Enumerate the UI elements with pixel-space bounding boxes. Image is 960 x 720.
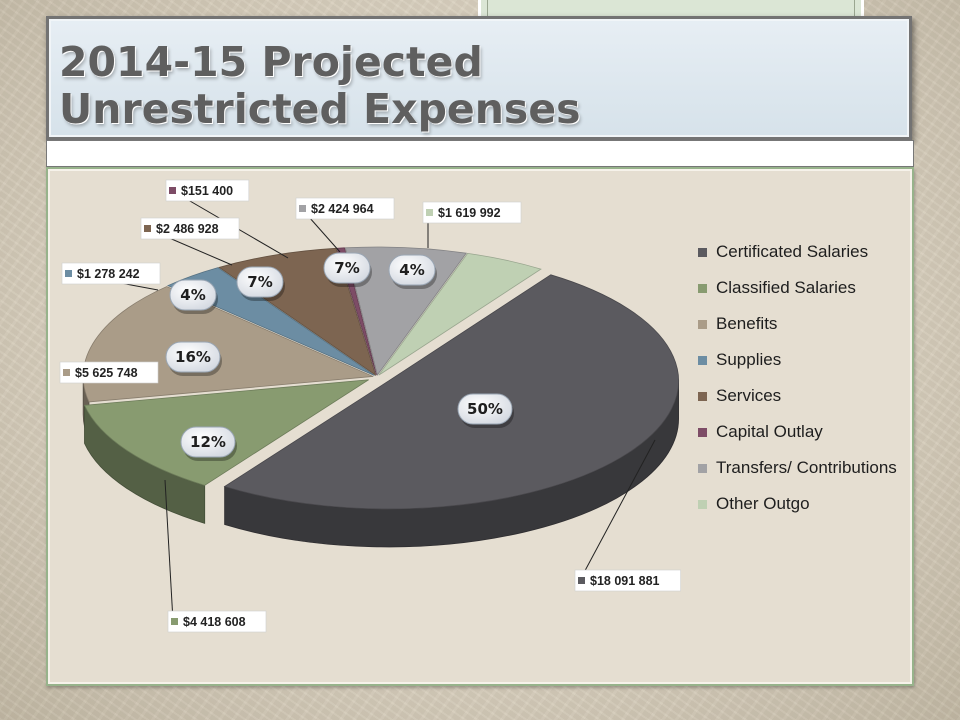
- pie-slice-other-outgo: [378, 252, 542, 376]
- callout-value-label: $1 619 992: [438, 206, 501, 220]
- callout-box: [59, 361, 159, 384]
- legend-item-certificated-salaries: Certificated Salaries: [698, 240, 908, 276]
- legend-swatch: [698, 284, 707, 293]
- callout-leader-classified-salaries: [164, 479, 174, 622]
- top-decorative-tab: [478, 0, 864, 18]
- legend-label: Classified Salaries: [716, 278, 856, 297]
- badge-percent-label: 4%: [399, 261, 424, 279]
- title-line-2: Unrestricted Expenses: [59, 85, 581, 133]
- legend-swatch: [698, 356, 707, 365]
- value-callout-layer: $18 091 881 $4 418 608 $5 625 748 $1 278 24…: [59, 179, 681, 633]
- callout-swatch: [169, 187, 176, 194]
- legend-label: Benefits: [716, 314, 778, 333]
- legend-label: Certificated Salaries: [716, 242, 869, 261]
- callout-swatch: [578, 577, 585, 584]
- callout-value-label: $2 424 964: [311, 202, 374, 216]
- legend-swatch: [698, 248, 707, 257]
- badge-percent-label: 50%: [467, 400, 503, 418]
- pie-slice-certificated-salaries: [223, 274, 679, 510]
- callout-swatch: [63, 369, 70, 376]
- legend-item-benefits: Benefits: [698, 312, 908, 348]
- legend-item-transfers-contributions: Transfers/ Contributions: [698, 456, 908, 492]
- chart-legend: Certificated Salaries Classified Salaries…: [698, 240, 908, 528]
- badge-percent-label: 16%: [175, 348, 211, 366]
- value-callout-classified-salaries: $4 418 608: [167, 610, 267, 633]
- badge-pill: [323, 252, 371, 284]
- callout-swatch: [171, 618, 178, 625]
- percent-badge-supplies: 4%: [169, 279, 218, 314]
- legend-swatch: [698, 392, 707, 401]
- percent-badge-layer: 50% 12% 16% 4% 7% 7% 4%: [165, 252, 514, 461]
- legend-label: Other Outgo: [716, 494, 810, 513]
- callout-value-label: $151 400: [181, 184, 233, 198]
- callout-box: [422, 201, 522, 224]
- callout-value-label: $5 625 748: [75, 366, 138, 380]
- legend-swatch: [698, 500, 707, 509]
- legend-label: Transfers/ Contributions: [716, 458, 897, 477]
- legend-swatch: [698, 320, 707, 329]
- callout-swatch: [299, 205, 306, 212]
- callout-box: [61, 262, 161, 285]
- percent-badge-classified-salaries: 12%: [180, 426, 237, 461]
- legend-item-capital-outlay: Capital Outlay: [698, 420, 908, 456]
- legend-item-classified-salaries: Classified Salaries: [698, 276, 908, 312]
- percent-badge-certificated-salaries: 50%: [457, 393, 514, 428]
- callout-box: [165, 179, 250, 202]
- callout-leader-certificated-salaries: [579, 439, 656, 581]
- legend-item-supplies: Supplies: [698, 348, 908, 384]
- badge-percent-label: 7%: [247, 273, 272, 291]
- value-callout-transfers-contributions: $2 424 964: [295, 197, 395, 220]
- legend-label: Capital Outlay: [716, 422, 823, 441]
- callout-box: [295, 197, 395, 220]
- callout-swatch: [426, 209, 433, 216]
- badge-pill: [169, 279, 217, 311]
- slide-title: 2014-15 Projected Unrestricted Expenses: [59, 39, 581, 133]
- callout-value-label: $4 418 608: [183, 615, 246, 629]
- badge-percent-label: 7%: [334, 259, 359, 277]
- legend-item-services: Services: [698, 384, 908, 420]
- title-box: 2014-15 Projected Unrestricted Expenses: [46, 16, 912, 140]
- percent-badge-services: 7%: [236, 266, 285, 301]
- badge-pill: [388, 254, 436, 286]
- percent-badge-transfers-contributions: 7%: [323, 252, 372, 287]
- badge-pill: [457, 393, 513, 425]
- callout-box: [140, 217, 240, 240]
- value-callout-services: $2 486 928: [140, 217, 240, 240]
- legend-label: Services: [716, 386, 782, 405]
- value-callout-supplies: $1 278 242: [61, 262, 161, 285]
- legend-swatch: [698, 464, 707, 473]
- callout-value-label: $18 091 881: [590, 574, 660, 588]
- badge-pill: [236, 266, 284, 298]
- pie-slice-transfers-contributions: [344, 246, 467, 376]
- legend-item-other-outgo: Other Outgo: [698, 492, 908, 528]
- callout-swatch: [144, 225, 151, 232]
- badge-pill: [165, 341, 221, 373]
- value-callout-other-outgo: $1 619 992: [422, 201, 522, 224]
- badge-percent-label: 4%: [180, 286, 205, 304]
- badge-pill: [180, 426, 236, 458]
- value-callout-capital-outlay: $151 400: [165, 179, 250, 202]
- title-line-1: 2014-15 Projected: [59, 38, 483, 86]
- value-callout-benefits: $5 625 748: [59, 361, 159, 384]
- callout-value-label: $1 278 242: [77, 267, 140, 281]
- legend-label: Supplies: [716, 350, 782, 369]
- value-callout-certificated-salaries: $18 091 881: [574, 569, 681, 592]
- badge-percent-label: 12%: [190, 433, 226, 451]
- subtitle-band: [46, 140, 914, 167]
- callout-swatch: [65, 270, 72, 277]
- callout-box: [574, 569, 681, 592]
- percent-badge-other-outgo: 4%: [388, 254, 437, 289]
- legend-swatch: [698, 428, 707, 437]
- callout-value-label: $2 486 928: [156, 222, 219, 236]
- pie-top-layer: [82, 246, 679, 510]
- percent-badge-benefits: 16%: [165, 341, 222, 376]
- callout-box: [167, 610, 267, 633]
- pie-slice-supplies: [167, 267, 375, 376]
